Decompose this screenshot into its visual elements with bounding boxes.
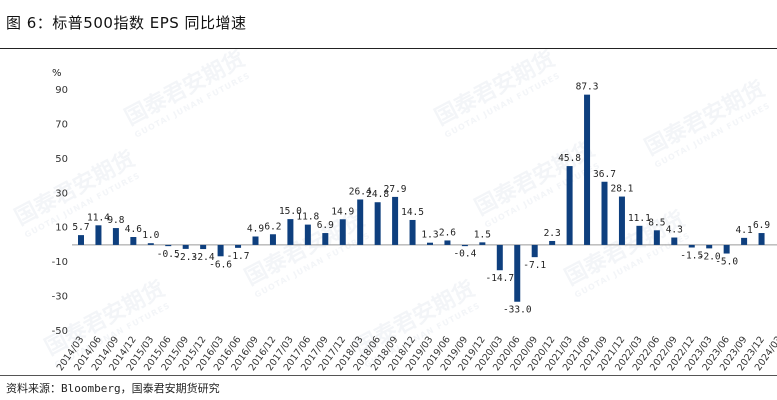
data-label: 14.9 — [331, 206, 354, 217]
bar-2019-12 — [479, 242, 486, 245]
bar-2018-09 — [392, 196, 399, 245]
data-label: 1.5 — [474, 229, 491, 240]
bar-2020-09 — [531, 244, 538, 258]
bar-2014-06 — [95, 225, 102, 245]
bar-2015-12 — [200, 244, 207, 250]
data-label: 87.3 — [576, 82, 599, 93]
data-label: 36.7 — [593, 169, 616, 180]
bar-2022-09 — [671, 237, 678, 245]
data-label: 2.6 — [439, 227, 456, 238]
bar-2023-03 — [706, 244, 713, 249]
data-label: -5.0 — [715, 257, 738, 268]
bar-2020-06 — [514, 244, 521, 302]
chart-title: 图 6：标普500指数 EPS 同比增速 — [6, 14, 247, 32]
data-label: 6.9 — [317, 220, 334, 231]
bar-2015-06 — [165, 244, 172, 247]
y-tick-label: 50 — [55, 154, 68, 165]
y-tick-label: 10 — [55, 223, 68, 234]
data-label: 4.3 — [666, 225, 683, 236]
data-label: 11.4 — [87, 212, 110, 223]
bar-2014-12 — [130, 237, 137, 245]
data-label: 4.9 — [247, 223, 264, 234]
bar-2021-03 — [566, 166, 573, 245]
data-label: 11.8 — [296, 212, 319, 223]
bar-2018-06 — [374, 202, 381, 245]
bar-2016-09 — [252, 236, 259, 245]
data-label: 6.2 — [264, 221, 281, 232]
data-label: -2.0 — [698, 251, 721, 262]
data-label: -1.7 — [227, 251, 250, 262]
bar-2019-03 — [427, 242, 433, 245]
bar-2023-09 — [741, 237, 748, 245]
data-label: 4.6 — [125, 224, 142, 235]
bar-2021-09 — [601, 181, 608, 245]
bar-2017-03 — [287, 219, 294, 245]
data-label: 24.8 — [366, 189, 389, 200]
data-label: 5.7 — [72, 222, 89, 233]
bar-2021-06 — [584, 94, 591, 245]
data-label: 28.1 — [611, 184, 634, 195]
data-label: 4.1 — [736, 225, 753, 236]
y-axis-unit: % — [52, 68, 62, 79]
y-tick-label: 70 — [55, 119, 68, 130]
bar-2017-09 — [322, 233, 329, 245]
data-label: -2.3 — [174, 252, 197, 263]
bar-2016-06 — [235, 244, 242, 248]
bar-2023-12 — [758, 233, 765, 245]
data-label: -6.6 — [209, 259, 232, 270]
bar-2021-12 — [618, 196, 625, 245]
bar-2014-03 — [78, 235, 84, 245]
bar-2022-06 — [653, 230, 660, 245]
bar-2023-06 — [723, 244, 730, 254]
bar-2020-03 — [496, 244, 503, 271]
bar-2022-12 — [688, 244, 695, 248]
bar-2015-09 — [182, 244, 189, 249]
data-label: 1.0 — [142, 230, 159, 241]
bar-2018-12 — [409, 219, 416, 245]
source-note: 资料来源：Bloomberg，国泰君安期货研究 — [6, 382, 220, 395]
data-label: -7.1 — [523, 260, 546, 271]
y-tick-label: -10 — [52, 257, 68, 268]
bar-2016-12 — [269, 234, 276, 245]
bar-2017-12 — [339, 219, 346, 245]
data-label: -2.4 — [192, 252, 215, 263]
eps-yoy-bar-chart: % -50 -30 -10 10 30 50 70 90 5.711.49.84.61.0 -0.… — [52, 68, 777, 373]
y-tick-label: 90 — [55, 85, 68, 96]
data-label: -0.5 — [157, 249, 180, 260]
data-label: -14.7 — [485, 273, 514, 284]
bar-2015-03 — [147, 243, 154, 245]
bar-2016-03 — [217, 244, 224, 257]
data-label: -33.0 — [503, 305, 532, 316]
y-tick-label: 30 — [55, 188, 68, 199]
data-label: 2.3 — [544, 228, 561, 239]
bar-2018-03 — [357, 199, 364, 245]
bar-2020-12 — [549, 240, 556, 245]
data-label: 45.8 — [558, 153, 581, 164]
y-tick-label: -30 — [52, 292, 68, 303]
data-label: 8.5 — [648, 217, 665, 228]
bar-2022-03 — [636, 225, 643, 245]
bar-2019-09 — [461, 244, 468, 247]
footer-divider — [0, 375, 777, 376]
data-label: -0.4 — [453, 249, 476, 260]
y-tick-label: -50 — [52, 326, 68, 337]
data-label: 27.9 — [384, 184, 407, 195]
data-label: 9.8 — [107, 215, 124, 226]
data-label: 6.9 — [753, 220, 770, 231]
data-label: 15.0 — [279, 206, 302, 217]
bar-2017-06 — [304, 224, 311, 245]
data-label: 11.1 — [628, 213, 651, 224]
bar-2019-06 — [444, 240, 451, 245]
bar-2014-09 — [112, 228, 119, 245]
data-label: 26.4 — [349, 186, 372, 197]
data-label: 1.3 — [421, 230, 438, 241]
data-label: -1.5 — [680, 251, 703, 262]
title-divider — [0, 48, 777, 49]
data-label: 14.5 — [401, 207, 424, 218]
